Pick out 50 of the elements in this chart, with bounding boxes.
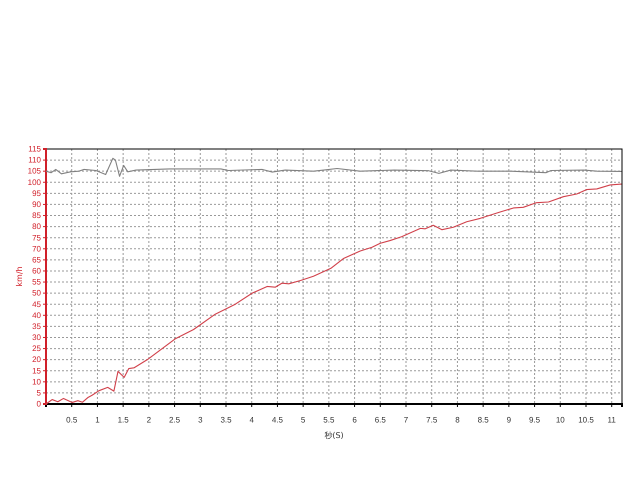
y-tick-label: 55 — [32, 278, 42, 287]
x-tick-label: 1.5 — [118, 416, 130, 425]
y-tick-label: 90 — [32, 200, 42, 209]
y-tick-label: 20 — [32, 355, 42, 364]
x-axis-title: 秒(S) — [324, 431, 344, 440]
y-tick-label: 50 — [32, 288, 42, 298]
y-tick-label: 105 — [28, 166, 42, 176]
x-tick-label: 2.5 — [169, 416, 181, 425]
x-tick-label: 6 — [352, 416, 358, 425]
y-tick-label: 70 — [32, 244, 42, 254]
line-series — [45, 183, 622, 405]
x-tick-label: 2 — [146, 416, 152, 425]
y-tick-label: 40 — [32, 310, 42, 320]
x-tick-label: 7 — [404, 416, 409, 425]
x-tick-label: 0.5 — [66, 416, 78, 425]
y-tick-label: 110 — [28, 156, 42, 165]
x-tick-label: 10 — [556, 416, 566, 425]
x-tick-label: 6.5 — [374, 416, 386, 425]
x-tick-label: 8 — [455, 416, 460, 425]
line-series — [45, 158, 622, 177]
x-tick-label: 3 — [198, 416, 204, 425]
y-tick-label: 115 — [28, 144, 42, 154]
y-tick-label: 80 — [32, 222, 42, 232]
y-tick-label: 5 — [36, 388, 42, 398]
x-tick-label: 1 — [95, 416, 100, 425]
x-tick-label: 5.5 — [323, 416, 335, 425]
x-tick-label: 9.5 — [529, 416, 541, 425]
x-tick-label: 4 — [249, 416, 254, 425]
y-tick-label: 45 — [32, 300, 42, 309]
y-tick-label: 10 — [32, 377, 42, 386]
y-tick-label: 60 — [32, 266, 42, 276]
y-tick-label: 100 — [28, 178, 42, 187]
y-tick-label: 75 — [32, 233, 42, 242]
x-tick-label: 7.5 — [426, 416, 438, 425]
y-tick-label: 0 — [36, 400, 42, 409]
y-tick-label: 15 — [32, 366, 42, 376]
x-tick-label: 4.5 — [272, 416, 284, 425]
y-tick-label: 65 — [32, 255, 42, 264]
y-tick-label: 25 — [32, 344, 42, 354]
y-tick-label: 30 — [32, 333, 42, 342]
x-tick-label: 5 — [300, 416, 306, 425]
y-tick-label: 95 — [32, 188, 42, 198]
x-tick-label: 8.5 — [478, 416, 490, 425]
y-axis-title: km/h — [15, 266, 24, 287]
x-tick-label: 9 — [506, 416, 512, 425]
x-tick-label: 11 — [608, 416, 616, 425]
y-tick-label: 35 — [32, 322, 42, 331]
x-tick-label: 3.5 — [220, 416, 232, 425]
x-tick-label: 10.5 — [578, 416, 594, 425]
y-tick-label: 85 — [32, 211, 42, 220]
